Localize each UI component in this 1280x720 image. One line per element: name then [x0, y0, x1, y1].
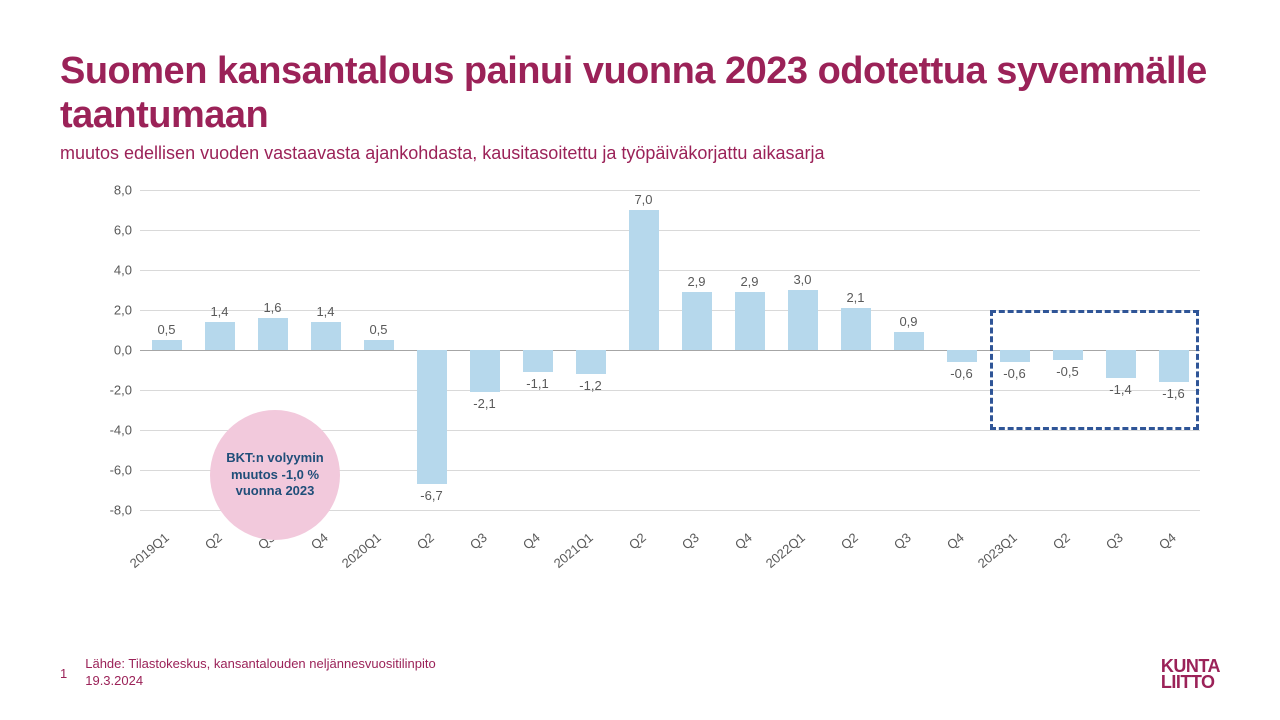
x-axis-label: Q2 — [169, 530, 225, 580]
bar — [629, 210, 659, 350]
kuntaliitto-logo: KUNTA LIITTO — [1161, 658, 1220, 690]
bar-value-label: -2,1 — [460, 396, 510, 411]
bar-value-label: -6,7 — [407, 488, 457, 503]
y-axis-label: 2,0 — [114, 303, 132, 318]
bar-value-label: 2,9 — [725, 274, 775, 289]
x-axis-label: Q3 — [1070, 530, 1126, 580]
bar — [205, 322, 235, 350]
x-axis-label: Q4 — [699, 530, 755, 580]
x-axis-label: 2021Q1 — [540, 530, 596, 580]
x-axis-label: Q4 — [911, 530, 967, 580]
y-axis-label: 4,0 — [114, 263, 132, 278]
footer: 1 Lähde: Tilastokeskus, kansantalouden n… — [60, 656, 436, 690]
x-axis-label: 2019Q1 — [116, 530, 172, 580]
y-axis-label: -4,0 — [110, 423, 132, 438]
bar — [523, 350, 553, 372]
bar-value-label: 1,6 — [248, 300, 298, 315]
bar-value-label: -1,1 — [513, 376, 563, 391]
bar — [470, 350, 500, 392]
bar — [947, 350, 977, 362]
bar-value-label: 7,0 — [619, 192, 669, 207]
y-axis-label: 6,0 — [114, 223, 132, 238]
x-axis-label: Q4 — [487, 530, 543, 580]
page-title: Suomen kansantalous painui vuonna 2023 o… — [60, 50, 1220, 137]
bar-value-label: 0,5 — [142, 322, 192, 337]
grid-line — [140, 230, 1200, 231]
grid-line — [140, 270, 1200, 271]
bar — [311, 322, 341, 350]
x-axis-label: Q4 — [1123, 530, 1179, 580]
bar-value-label: -1,2 — [566, 378, 616, 393]
x-axis-label: Q2 — [381, 530, 437, 580]
x-axis-label: Q2 — [593, 530, 649, 580]
source-text: Lähde: Tilastokeskus, kansantalouden nel… — [85, 656, 436, 690]
bar-value-label: 3,0 — [778, 272, 828, 287]
gdp-callout-bubble: BKT:n volyymin muutos -1,0 % vuonna 2023 — [210, 410, 340, 540]
x-axis-label: 2023Q1 — [964, 530, 1020, 580]
page-number: 1 — [60, 666, 67, 681]
bar — [894, 332, 924, 350]
y-axis-label: -8,0 — [110, 503, 132, 518]
x-axis-label: 2020Q1 — [328, 530, 384, 580]
source-line-1: Lähde: Tilastokeskus, kansantalouden nel… — [85, 656, 436, 673]
y-axis-label: 8,0 — [114, 183, 132, 198]
bar-value-label: -0,6 — [937, 366, 987, 381]
x-axis-label: Q3 — [434, 530, 490, 580]
source-line-2: 19.3.2024 — [85, 673, 436, 690]
bar — [258, 318, 288, 350]
bar-value-label: 1,4 — [301, 304, 351, 319]
bar — [788, 290, 818, 350]
grid-line — [140, 190, 1200, 191]
bar — [152, 340, 182, 350]
x-axis-label: Q2 — [805, 530, 861, 580]
x-axis-label: Q3 — [646, 530, 702, 580]
bar-value-label: 2,9 — [672, 274, 722, 289]
y-axis-label: 0,0 — [114, 343, 132, 358]
slide: Suomen kansantalous painui vuonna 2023 o… — [0, 0, 1280, 720]
bar — [682, 292, 712, 350]
bar — [576, 350, 606, 374]
bar-value-label: 0,9 — [884, 314, 934, 329]
bar — [364, 340, 394, 350]
bar-value-label: 2,1 — [831, 290, 881, 305]
x-axis-label: Q2 — [1017, 530, 1073, 580]
x-axis-label: 2022Q1 — [752, 530, 808, 580]
logo-line-2: LIITTO — [1161, 674, 1220, 690]
bar-value-label: 0,5 — [354, 322, 404, 337]
highlight-box-2023 — [990, 310, 1199, 430]
gdp-bar-chart: 8,06,04,02,00,0-2,0-4,0-6,0-8,00,52019Q1… — [90, 190, 1210, 570]
x-axis-label: Q3 — [858, 530, 914, 580]
bar — [735, 292, 765, 350]
bar-value-label: 1,4 — [195, 304, 245, 319]
callout-text: BKT:n volyymin muutos -1,0 % vuonna 2023 — [220, 450, 330, 501]
y-axis-label: -2,0 — [110, 383, 132, 398]
bar — [841, 308, 871, 350]
bar — [417, 350, 447, 484]
y-axis-label: -6,0 — [110, 463, 132, 478]
page-subtitle: muutos edellisen vuoden vastaavasta ajan… — [60, 143, 1220, 164]
